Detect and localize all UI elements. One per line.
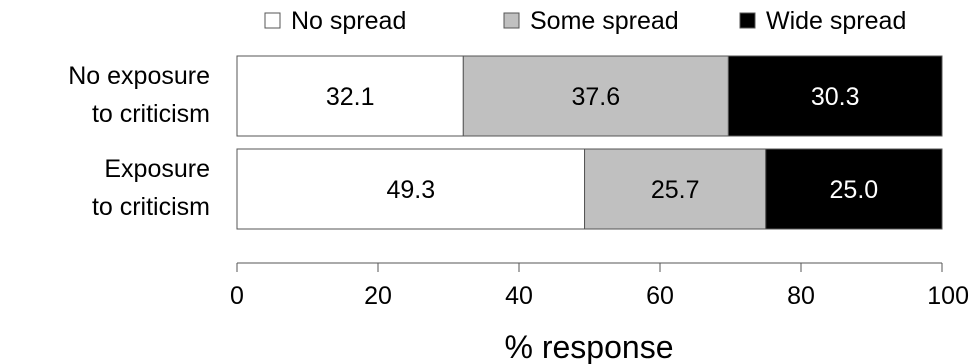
legend-label-some-spread: Some spread <box>530 7 679 35</box>
legend-swatch-some-spread <box>503 12 520 29</box>
bar-segment-some-spread-1 <box>584 148 767 230</box>
legend-swatch-wide-spread <box>739 12 756 29</box>
category-label-0-line-1: to criticism <box>92 100 210 128</box>
bars: 32.1 37.6 30.3 49.3 25.7 25.0 <box>236 55 943 230</box>
legend-label-no-spread: No spread <box>291 7 406 35</box>
value-label-no-spread-1: 49.3 <box>386 176 435 204</box>
bar-segment-no-spread-1 <box>236 148 586 230</box>
x-tick-label-80: 80 <box>787 282 815 310</box>
legend-label-wide-spread: Wide spread <box>766 7 906 35</box>
value-label-some-spread-0: 37.6 <box>572 83 621 111</box>
legend-swatch-no-spread <box>264 12 281 29</box>
category-label-1-line-1: to criticism <box>92 193 210 221</box>
bar-segment-wide-spread-0 <box>727 55 943 137</box>
x-tick-label-20: 20 <box>364 282 392 310</box>
category-label-0-line-0: No exposure <box>68 62 210 90</box>
bar-segment-some-spread-0 <box>462 55 729 137</box>
x-axis-title: % response <box>505 329 674 364</box>
x-tick-label-100: 100 <box>927 282 969 310</box>
bar-segment-wide-spread-1 <box>765 148 943 230</box>
value-label-no-spread-0: 32.1 <box>326 83 375 111</box>
category-label-1-line-0: Exposure <box>104 155 210 183</box>
x-tick-label-40: 40 <box>505 282 533 310</box>
category-labels: No exposure to criticism Exposure to critic… <box>68 62 210 221</box>
value-label-wide-spread-1: 25.0 <box>830 176 879 204</box>
x-tick-label-0: 0 <box>230 282 244 310</box>
legend: No spread Some spread Wide spread <box>264 7 906 35</box>
bar-segment-no-spread-0 <box>236 55 464 137</box>
value-label-some-spread-1: 25.7 <box>651 176 700 204</box>
x-axis: 0 20 40 60 80 100 <box>230 262 969 310</box>
value-label-wide-spread-0: 30.3 <box>811 83 860 111</box>
x-tick-label-60: 60 <box>646 282 674 310</box>
